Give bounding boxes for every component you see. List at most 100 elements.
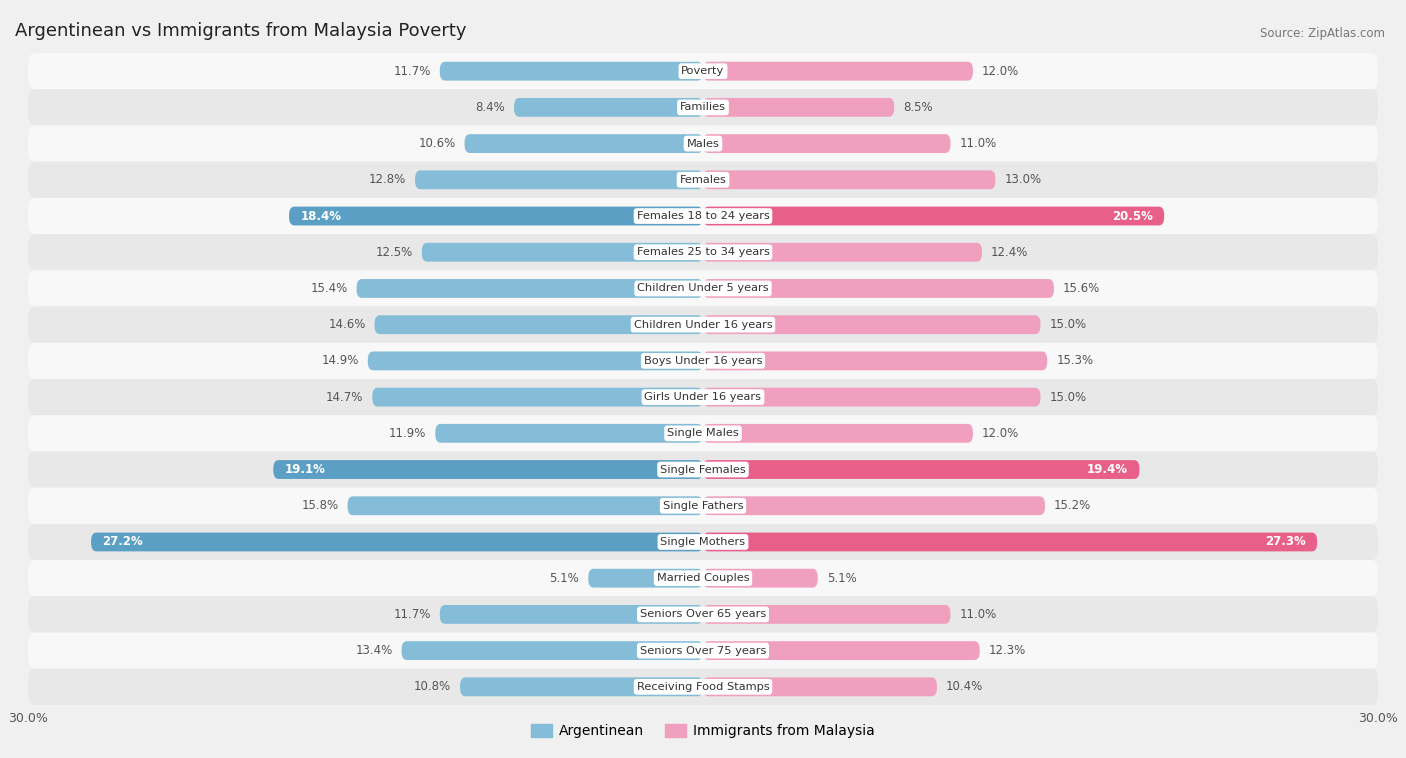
Legend: Argentinean, Immigrants from Malaysia: Argentinean, Immigrants from Malaysia <box>526 719 880 744</box>
FancyBboxPatch shape <box>703 61 973 80</box>
Text: 11.0%: 11.0% <box>959 608 997 621</box>
FancyBboxPatch shape <box>368 352 703 371</box>
FancyBboxPatch shape <box>588 568 703 587</box>
FancyBboxPatch shape <box>290 207 703 225</box>
Text: 11.7%: 11.7% <box>394 64 430 77</box>
FancyBboxPatch shape <box>28 126 1378 161</box>
FancyBboxPatch shape <box>703 243 981 262</box>
Text: 15.8%: 15.8% <box>301 500 339 512</box>
FancyBboxPatch shape <box>464 134 703 153</box>
FancyBboxPatch shape <box>440 61 703 80</box>
Text: Seniors Over 65 years: Seniors Over 65 years <box>640 609 766 619</box>
FancyBboxPatch shape <box>703 641 980 660</box>
FancyBboxPatch shape <box>28 343 1378 379</box>
Text: Single Fathers: Single Fathers <box>662 501 744 511</box>
Text: 15.0%: 15.0% <box>1049 390 1087 403</box>
FancyBboxPatch shape <box>28 597 1378 632</box>
FancyBboxPatch shape <box>422 243 703 262</box>
FancyBboxPatch shape <box>703 460 1139 479</box>
Text: 27.3%: 27.3% <box>1265 535 1306 549</box>
Text: 8.5%: 8.5% <box>903 101 932 114</box>
Text: 11.7%: 11.7% <box>394 608 430 621</box>
Text: 15.4%: 15.4% <box>311 282 347 295</box>
FancyBboxPatch shape <box>28 379 1378 415</box>
Text: 11.9%: 11.9% <box>389 427 426 440</box>
Text: Females: Females <box>679 175 727 185</box>
Text: Argentinean vs Immigrants from Malaysia Poverty: Argentinean vs Immigrants from Malaysia … <box>14 23 467 40</box>
Text: 13.4%: 13.4% <box>356 644 392 657</box>
Text: 12.5%: 12.5% <box>375 246 413 258</box>
FancyBboxPatch shape <box>703 424 973 443</box>
Text: 12.3%: 12.3% <box>988 644 1026 657</box>
Text: 12.8%: 12.8% <box>368 174 406 186</box>
FancyBboxPatch shape <box>703 315 1040 334</box>
Text: Boys Under 16 years: Boys Under 16 years <box>644 356 762 366</box>
Text: Seniors Over 75 years: Seniors Over 75 years <box>640 646 766 656</box>
Text: 15.3%: 15.3% <box>1056 355 1094 368</box>
Text: 11.0%: 11.0% <box>959 137 997 150</box>
FancyBboxPatch shape <box>28 560 1378 597</box>
FancyBboxPatch shape <box>402 641 703 660</box>
Text: 8.4%: 8.4% <box>475 101 505 114</box>
Text: Males: Males <box>686 139 720 149</box>
FancyBboxPatch shape <box>28 669 1378 705</box>
Text: Females 25 to 34 years: Females 25 to 34 years <box>637 247 769 257</box>
FancyBboxPatch shape <box>703 605 950 624</box>
Text: 15.2%: 15.2% <box>1054 500 1091 512</box>
FancyBboxPatch shape <box>703 279 1054 298</box>
FancyBboxPatch shape <box>415 171 703 190</box>
Text: 13.0%: 13.0% <box>1004 174 1042 186</box>
Text: 19.1%: 19.1% <box>284 463 325 476</box>
FancyBboxPatch shape <box>703 387 1040 406</box>
Text: 10.8%: 10.8% <box>413 681 451 694</box>
Text: 15.6%: 15.6% <box>1063 282 1099 295</box>
Text: Source: ZipAtlas.com: Source: ZipAtlas.com <box>1260 27 1385 39</box>
Text: 12.0%: 12.0% <box>981 427 1019 440</box>
Text: Receiving Food Stamps: Receiving Food Stamps <box>637 682 769 692</box>
Text: Married Couples: Married Couples <box>657 573 749 583</box>
Text: 14.6%: 14.6% <box>328 318 366 331</box>
Text: 14.9%: 14.9% <box>322 355 359 368</box>
FancyBboxPatch shape <box>703 134 950 153</box>
FancyBboxPatch shape <box>91 533 703 551</box>
FancyBboxPatch shape <box>28 161 1378 198</box>
Text: Poverty: Poverty <box>682 66 724 76</box>
FancyBboxPatch shape <box>28 306 1378 343</box>
FancyBboxPatch shape <box>347 496 703 515</box>
Text: 12.4%: 12.4% <box>991 246 1028 258</box>
FancyBboxPatch shape <box>28 632 1378 669</box>
FancyBboxPatch shape <box>373 387 703 406</box>
FancyBboxPatch shape <box>28 198 1378 234</box>
FancyBboxPatch shape <box>515 98 703 117</box>
FancyBboxPatch shape <box>440 605 703 624</box>
FancyBboxPatch shape <box>28 487 1378 524</box>
FancyBboxPatch shape <box>273 460 703 479</box>
Text: 5.1%: 5.1% <box>550 572 579 584</box>
FancyBboxPatch shape <box>460 678 703 697</box>
Text: Single Males: Single Males <box>666 428 740 438</box>
Text: Females 18 to 24 years: Females 18 to 24 years <box>637 211 769 221</box>
FancyBboxPatch shape <box>374 315 703 334</box>
FancyBboxPatch shape <box>703 352 1047 371</box>
FancyBboxPatch shape <box>28 53 1378 89</box>
Text: 14.7%: 14.7% <box>326 390 363 403</box>
FancyBboxPatch shape <box>703 533 1317 551</box>
FancyBboxPatch shape <box>28 89 1378 126</box>
FancyBboxPatch shape <box>703 207 1164 225</box>
Text: Children Under 16 years: Children Under 16 years <box>634 320 772 330</box>
Text: Girls Under 16 years: Girls Under 16 years <box>644 392 762 402</box>
Text: Families: Families <box>681 102 725 112</box>
FancyBboxPatch shape <box>703 678 936 697</box>
Text: 18.4%: 18.4% <box>301 209 342 223</box>
Text: 15.0%: 15.0% <box>1049 318 1087 331</box>
FancyBboxPatch shape <box>703 98 894 117</box>
Text: 20.5%: 20.5% <box>1112 209 1153 223</box>
Text: 27.2%: 27.2% <box>103 535 143 549</box>
Text: Single Mothers: Single Mothers <box>661 537 745 547</box>
FancyBboxPatch shape <box>436 424 703 443</box>
FancyBboxPatch shape <box>28 234 1378 271</box>
FancyBboxPatch shape <box>28 415 1378 452</box>
Text: 10.4%: 10.4% <box>946 681 983 694</box>
Text: Single Females: Single Females <box>661 465 745 475</box>
Text: 10.6%: 10.6% <box>419 137 456 150</box>
